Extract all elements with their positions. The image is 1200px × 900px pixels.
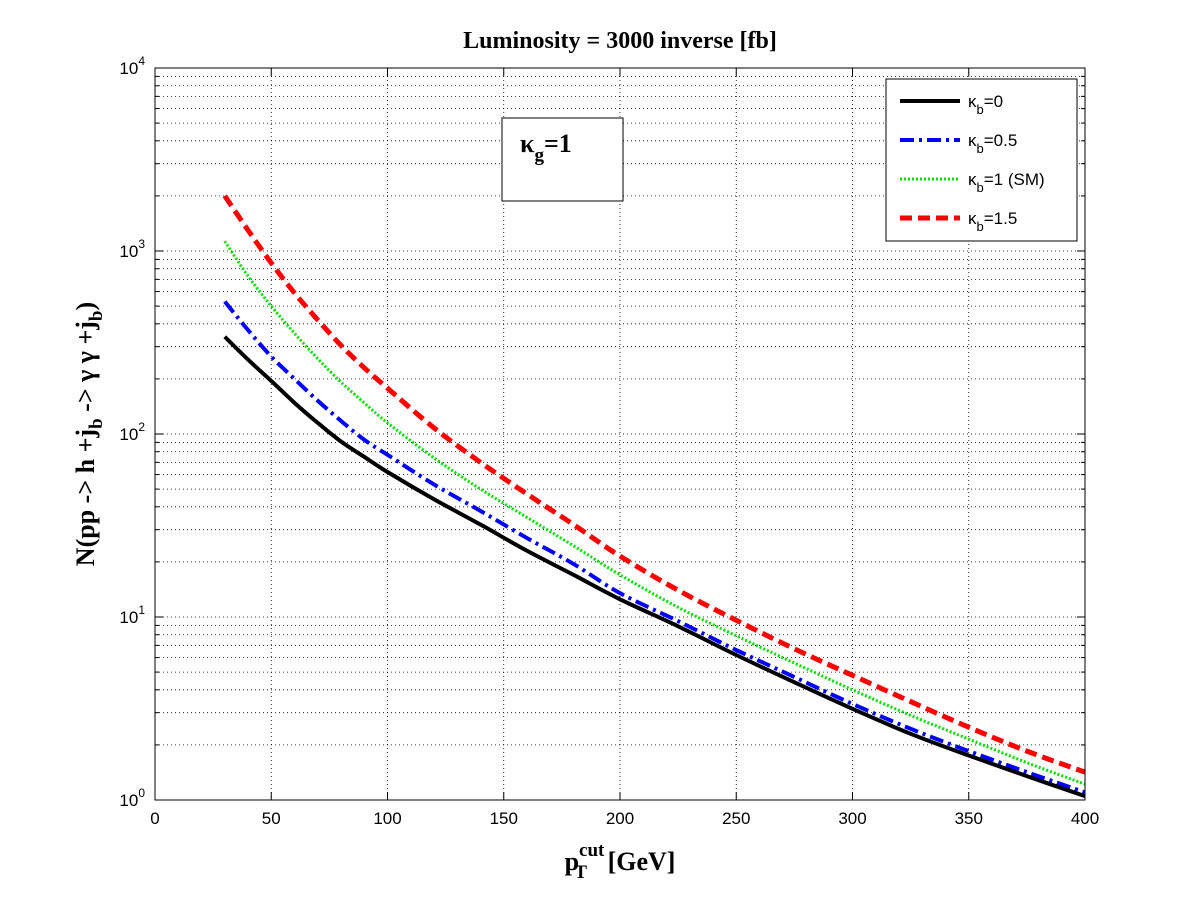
- legend-label-0: κb=0: [968, 92, 1003, 117]
- x-axis-label: pcut T [GeV]: [565, 840, 676, 883]
- y-tick-label: 100: [119, 786, 145, 810]
- x-tick-label: 50: [262, 809, 281, 828]
- y-axis-label-part3: ): [71, 302, 100, 311]
- annotation-box: κg=1: [501, 117, 624, 202]
- legend-label-rest: =1.5: [984, 209, 1018, 228]
- annotation-base: κ: [520, 129, 535, 158]
- y-tick-exponent: 0: [138, 786, 145, 800]
- y-tick-label: 101: [119, 603, 145, 627]
- legend-label-rest: =0.5: [984, 131, 1018, 150]
- y-axis-label-part1: N(pp -> h +j: [71, 429, 100, 566]
- y-tick-exponent: 1: [138, 603, 145, 617]
- legend-label-3: κb=1.5: [968, 209, 1017, 234]
- x-axis-label-base: p: [565, 847, 579, 876]
- x-tick-label: 350: [955, 809, 983, 828]
- x-tick-label: 250: [722, 809, 750, 828]
- y-tick-base: 10: [119, 242, 138, 261]
- x-tick-label: 0: [150, 809, 159, 828]
- axes-box: [154, 67, 1086, 801]
- x-axis-label-sub: T: [574, 862, 587, 883]
- series-line-0: [223, 335, 1086, 799]
- annotation-rest: =1: [544, 129, 572, 158]
- x-axis-label-sup: cut: [579, 840, 605, 861]
- y-tick-base: 10: [119, 425, 138, 444]
- legend-label-sub: b: [977, 219, 984, 234]
- annotation-label: κg=1: [520, 129, 572, 166]
- legend-label-rest: =0: [984, 92, 1003, 111]
- legend-label-2: κb=1 (SM): [968, 170, 1045, 195]
- legend-label-base: κ: [968, 131, 977, 150]
- y-axis-label: N(pp -> h +jb -> γ γ +jb): [71, 302, 107, 566]
- legend-label-sub: b: [977, 102, 984, 117]
- legend-label-base: κ: [968, 209, 977, 228]
- annotation-sub: g: [534, 145, 544, 166]
- legend: κb=0κb=0.5κb=1 (SM)κb=1.5: [885, 78, 1078, 242]
- x-tick-label: 300: [838, 809, 866, 828]
- annotation-frame: [501, 117, 624, 202]
- legend-label-sub: b: [977, 141, 984, 156]
- series-line-3: [222, 194, 1086, 775]
- y-tick-exponent: 2: [138, 420, 145, 434]
- y-tick-label: 104: [119, 54, 145, 78]
- series-lines: [222, 194, 1086, 799]
- x-tick-label: 150: [490, 809, 518, 828]
- series-line-2: [223, 240, 1086, 786]
- y-tick-exponent: 4: [138, 54, 145, 68]
- x-tick-label: 400: [1071, 809, 1099, 828]
- x-axis-label-unit: [GeV]: [601, 847, 675, 876]
- y-tick-base: 10: [119, 59, 138, 78]
- grid: [155, 68, 1085, 800]
- y-tick-exponent: 3: [138, 237, 145, 251]
- y-tick-base: 10: [119, 791, 138, 810]
- legend-label-base: κ: [968, 170, 977, 189]
- legend-frame: [885, 78, 1078, 242]
- legend-label-sub: b: [977, 180, 984, 195]
- series-line-1: [223, 300, 1086, 795]
- y-tick-base: 10: [119, 608, 138, 627]
- x-tick-label: 100: [373, 809, 401, 828]
- y-axis-label-part2: -> γ γ +j: [71, 321, 100, 418]
- legend-label-base: κ: [968, 92, 977, 111]
- y-axis-label-sub1: b: [86, 418, 107, 429]
- y-tick-label: 103: [119, 237, 145, 261]
- y-tick-label: 102: [119, 420, 145, 444]
- legend-label-rest: =1 (SM): [984, 170, 1045, 189]
- x-tick-label: 200: [606, 809, 634, 828]
- y-axis-label-sub2: b: [86, 310, 107, 321]
- chart-title: Luminosity = 3000 inverse [fb]: [463, 28, 777, 54]
- legend-label-1: κb=0.5: [968, 131, 1017, 156]
